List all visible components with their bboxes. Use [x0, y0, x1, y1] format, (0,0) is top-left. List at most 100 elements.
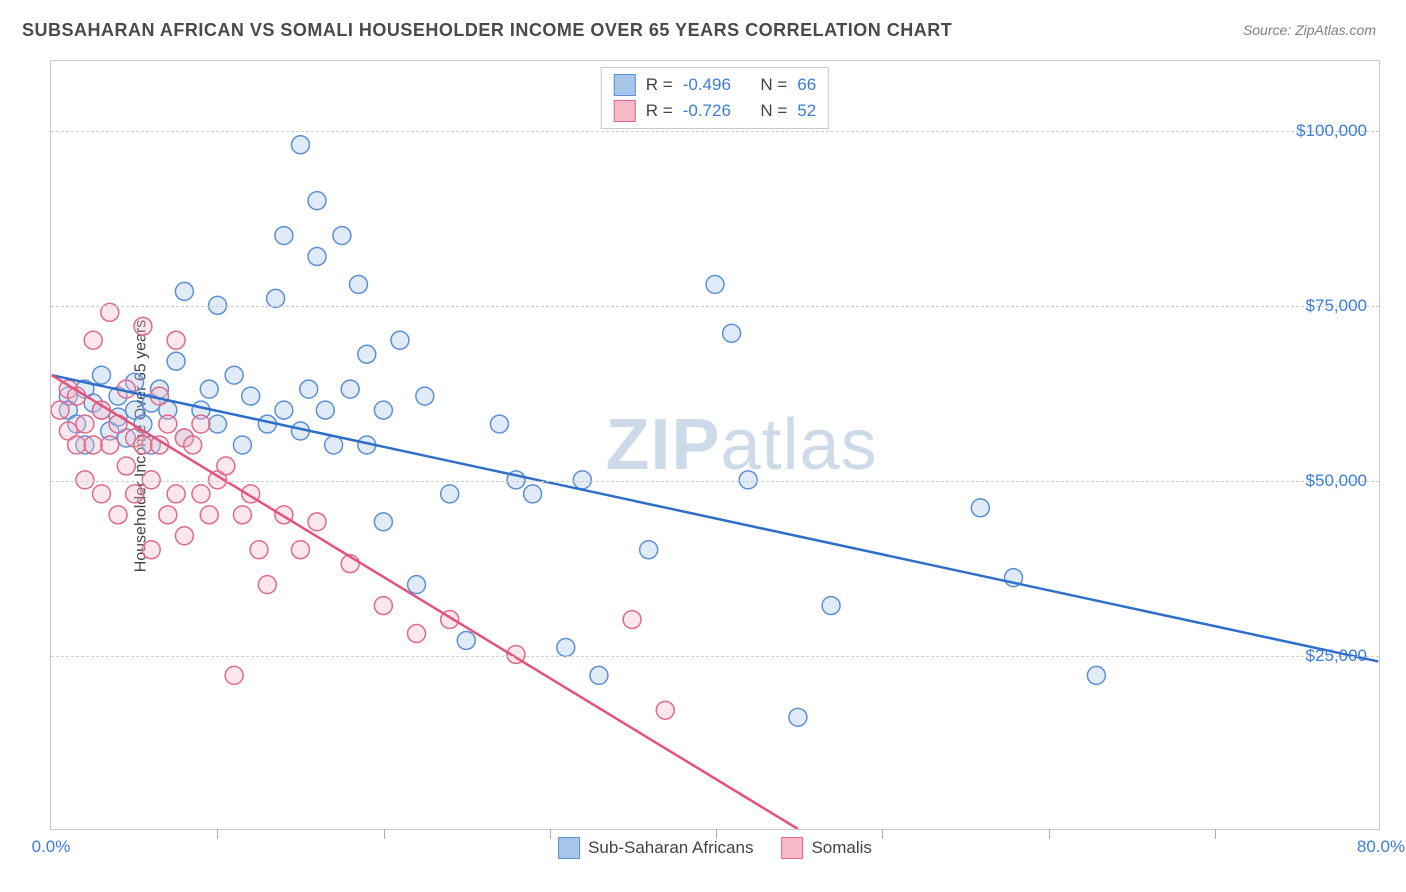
- data-point: [275, 227, 293, 245]
- data-point: [408, 576, 426, 594]
- data-point: [117, 457, 135, 475]
- x-tick: [716, 829, 717, 839]
- data-point: [134, 317, 152, 335]
- data-point: [1004, 569, 1022, 587]
- data-point: [1087, 666, 1105, 684]
- data-point: [507, 645, 525, 663]
- data-point: [507, 471, 525, 489]
- data-point: [374, 401, 392, 419]
- data-point: [557, 638, 575, 656]
- data-point: [706, 275, 724, 293]
- data-point: [308, 248, 326, 266]
- data-point: [175, 282, 193, 300]
- data-point: [822, 597, 840, 615]
- data-point: [142, 436, 160, 454]
- x-tick: [1049, 829, 1050, 839]
- data-point: [291, 136, 309, 154]
- data-point: [358, 436, 376, 454]
- x-tick: [217, 829, 218, 839]
- data-point: [68, 387, 86, 405]
- data-point: [209, 471, 227, 489]
- data-point: [101, 436, 119, 454]
- data-point: [59, 401, 77, 419]
- source-attribution: Source: ZipAtlas.com: [1243, 22, 1376, 38]
- y-tick-label: $25,000: [1306, 646, 1367, 666]
- gridline: [51, 306, 1379, 307]
- legend-label: Sub-Saharan Africans: [588, 838, 753, 858]
- data-point: [192, 415, 210, 433]
- data-point: [76, 471, 94, 489]
- data-point: [101, 422, 119, 440]
- data-point: [76, 415, 94, 433]
- gridline: [51, 131, 1379, 132]
- x-tick: [384, 829, 385, 839]
- data-point: [291, 541, 309, 559]
- y-tick-label: $100,000: [1296, 121, 1367, 141]
- data-point: [109, 415, 127, 433]
- data-point: [109, 506, 127, 524]
- chart-title: SUBSAHARAN AFRICAN VS SOMALI HOUSEHOLDER…: [22, 20, 952, 41]
- data-point: [167, 331, 185, 349]
- data-point: [233, 436, 251, 454]
- data-point: [126, 485, 144, 503]
- data-point: [308, 513, 326, 531]
- legend-swatch: [614, 74, 636, 96]
- data-point: [134, 415, 152, 433]
- data-point: [192, 401, 210, 419]
- data-point: [789, 708, 807, 726]
- data-point: [59, 422, 77, 440]
- data-point: [573, 471, 591, 489]
- legend-item: Sub-Saharan Africans: [558, 837, 753, 859]
- scatter-layer: [51, 61, 1379, 829]
- data-point: [184, 436, 202, 454]
- data-point: [92, 401, 110, 419]
- data-point: [325, 436, 343, 454]
- data-point: [167, 485, 185, 503]
- data-point: [656, 701, 674, 719]
- data-point: [258, 415, 276, 433]
- data-point: [341, 380, 359, 398]
- data-point: [92, 366, 110, 384]
- data-point: [126, 401, 144, 419]
- correlation-legend: R =-0.496 N =66R =-0.726 N =52: [601, 67, 829, 129]
- data-point: [142, 541, 160, 559]
- data-point: [457, 632, 475, 650]
- data-point: [391, 331, 409, 349]
- data-point: [200, 506, 218, 524]
- data-point: [84, 394, 102, 412]
- y-tick-label: $50,000: [1306, 471, 1367, 491]
- data-point: [159, 506, 177, 524]
- data-point: [76, 380, 94, 398]
- data-point: [441, 611, 459, 629]
- data-point: [300, 380, 318, 398]
- data-point: [175, 527, 193, 545]
- gridline: [51, 656, 1379, 657]
- data-point: [76, 436, 94, 454]
- x-tick-label: 0.0%: [32, 837, 71, 857]
- data-point: [258, 576, 276, 594]
- data-point: [117, 429, 135, 447]
- data-point: [167, 352, 185, 370]
- x-tick: [550, 829, 551, 839]
- data-point: [225, 666, 243, 684]
- plot-area: ZIPatlas R =-0.496 N =66R =-0.726 N =52 …: [50, 60, 1380, 830]
- data-point: [109, 408, 127, 426]
- data-point: [151, 436, 169, 454]
- data-point: [374, 597, 392, 615]
- gridline: [51, 481, 1379, 482]
- legend-row: R =-0.496 N =66: [614, 72, 816, 98]
- trend-line: [52, 375, 798, 829]
- data-point: [59, 387, 77, 405]
- data-point: [134, 436, 152, 454]
- data-point: [242, 485, 260, 503]
- data-point: [275, 506, 293, 524]
- data-point: [723, 324, 741, 342]
- data-point: [159, 415, 177, 433]
- data-point: [275, 401, 293, 419]
- data-point: [358, 345, 376, 363]
- data-point: [209, 415, 227, 433]
- data-point: [159, 401, 177, 419]
- data-point: [142, 471, 160, 489]
- data-point: [92, 485, 110, 503]
- data-point: [350, 275, 368, 293]
